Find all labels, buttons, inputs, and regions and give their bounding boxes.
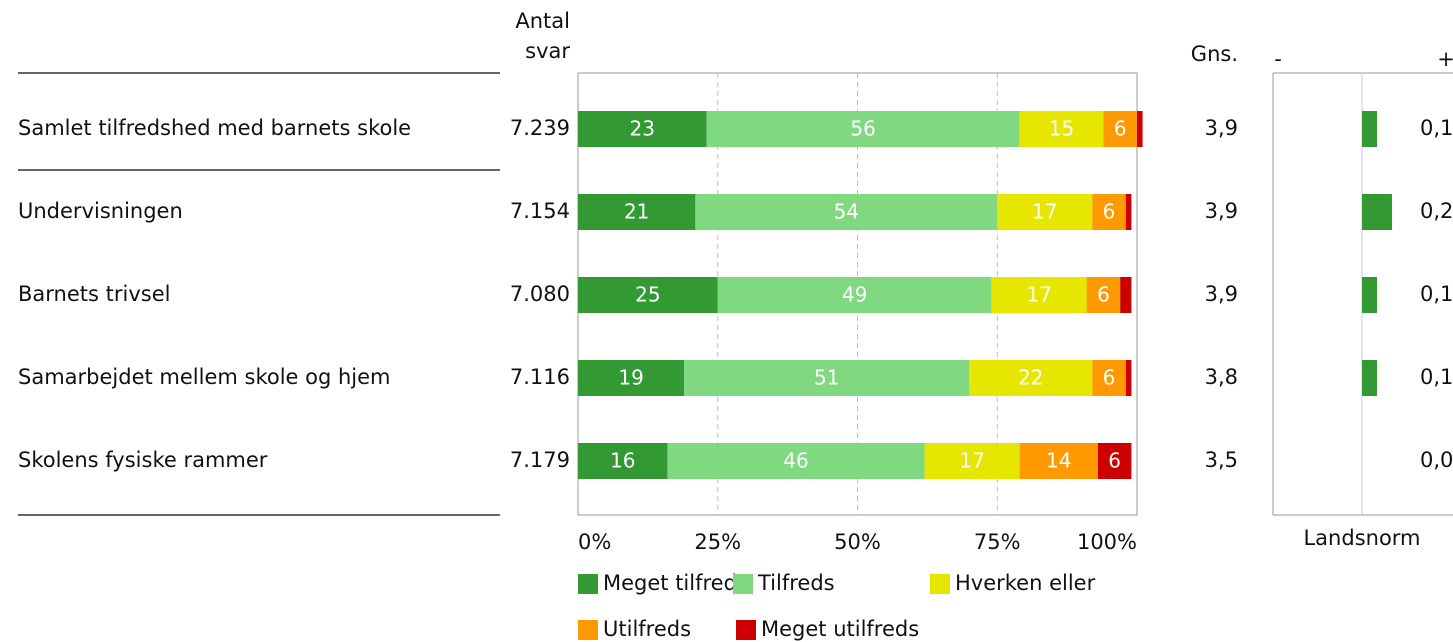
bar-segment bbox=[1019, 111, 1104, 147]
bar-segment bbox=[684, 360, 970, 396]
legend-swatch bbox=[930, 574, 950, 594]
x-tick-label: + bbox=[1437, 47, 1453, 71]
x-tick-label: 0% bbox=[578, 530, 611, 554]
column-header: Antal svar bbox=[515, 9, 570, 63]
category-label: Barnets trivsel bbox=[18, 282, 170, 306]
legend-label: Hverken eller bbox=[955, 571, 1096, 595]
legend-label: Tilfreds bbox=[757, 571, 835, 595]
column-header: Gns. bbox=[1191, 42, 1238, 66]
bar-segment bbox=[1097, 443, 1132, 479]
bar-segment bbox=[991, 277, 1087, 313]
mean-label: 3,5 bbox=[1205, 448, 1238, 472]
bar-value-label: 51 bbox=[814, 366, 839, 390]
bar-value-label: 14 bbox=[1046, 449, 1071, 473]
bar-value-label: 17 bbox=[959, 449, 984, 473]
x-tick-label: 50% bbox=[834, 530, 881, 554]
bar bbox=[1362, 360, 1377, 396]
x-tick-label: 100% bbox=[1077, 530, 1137, 554]
x-tick-label: 75% bbox=[974, 530, 1021, 554]
bar-value-label: 21 bbox=[624, 200, 649, 224]
bar-value-label: 0,0 bbox=[1420, 448, 1453, 472]
bar-segment bbox=[1125, 194, 1132, 230]
bar-value-label: 23 bbox=[630, 117, 655, 141]
x-tick-label: - bbox=[1274, 47, 1282, 71]
bar bbox=[1362, 194, 1392, 230]
bar-segment bbox=[578, 111, 707, 147]
bar-segment bbox=[578, 194, 696, 230]
bar-segment bbox=[969, 360, 1093, 396]
category-label: Skolens fysiske rammer bbox=[18, 448, 268, 472]
bar-segment bbox=[1092, 194, 1126, 230]
mean-label: 3,9 bbox=[1205, 199, 1238, 223]
bar-value-label: 6 bbox=[1097, 283, 1110, 307]
legend-label: Meget utilfreds bbox=[761, 617, 919, 641]
bar-segment bbox=[1125, 360, 1132, 396]
x-tick-label: 25% bbox=[694, 530, 741, 554]
category-label: Undervisningen bbox=[18, 199, 183, 223]
bar-segment bbox=[695, 194, 998, 230]
bar-segment bbox=[578, 277, 718, 313]
bar-value-label: 56 bbox=[850, 117, 875, 141]
bar-segment bbox=[578, 360, 685, 396]
bar-value-label: 46 bbox=[783, 449, 808, 473]
mean-label: 3,8 bbox=[1205, 365, 1238, 389]
count-label: 7.154 bbox=[510, 199, 570, 223]
bar-value-label: 0,1 bbox=[1420, 116, 1453, 140]
mean-label: 3,9 bbox=[1205, 282, 1238, 306]
bar bbox=[1362, 277, 1377, 313]
count-label: 7.239 bbox=[510, 116, 570, 140]
legend-swatch bbox=[578, 620, 598, 640]
count-label: 7.080 bbox=[510, 282, 570, 306]
bar-value-label: 0,2 bbox=[1420, 199, 1453, 223]
bar-segment bbox=[924, 443, 1020, 479]
bar-value-label: 0,1 bbox=[1420, 365, 1453, 389]
count-label: 7.179 bbox=[510, 448, 570, 472]
bar-value-label: 0,1 bbox=[1420, 282, 1453, 306]
bar-segment bbox=[717, 277, 992, 313]
bar-segment bbox=[667, 443, 925, 479]
bar-value-label: 6 bbox=[1103, 200, 1116, 224]
bar-value-label: 49 bbox=[842, 283, 867, 307]
count-label: 7.116 bbox=[510, 365, 570, 389]
bar-value-label: 17 bbox=[1026, 283, 1051, 307]
bar-value-label: 6 bbox=[1114, 117, 1127, 141]
legend-swatch bbox=[736, 620, 756, 640]
bar-segment bbox=[1092, 360, 1126, 396]
bar-segment bbox=[578, 443, 668, 479]
legend-swatch bbox=[733, 574, 753, 594]
bar-segment bbox=[1019, 443, 1098, 479]
bar-value-label: 54 bbox=[834, 200, 859, 224]
bar-value-label: 22 bbox=[1018, 366, 1043, 390]
bar-value-label: 16 bbox=[610, 449, 635, 473]
category-label: Samlet tilfredshed med barnets skole bbox=[18, 116, 411, 140]
category-label: Samarbejdet mellem skole og hjem bbox=[18, 365, 391, 389]
mean-label: 3,9 bbox=[1205, 116, 1238, 140]
bar-value-label: 25 bbox=[635, 283, 660, 307]
bar-value-label: 19 bbox=[618, 366, 643, 390]
bar-segment bbox=[1137, 111, 1143, 147]
bar-segment bbox=[1086, 277, 1121, 313]
legend-swatch bbox=[578, 574, 598, 594]
bar bbox=[1362, 111, 1377, 147]
bar-value-label: 6 bbox=[1108, 449, 1121, 473]
legend-label: Meget tilfreds bbox=[603, 571, 748, 595]
legend-label: Utilfreds bbox=[603, 617, 691, 641]
bar-segment bbox=[706, 111, 1020, 147]
bar-value-label: 17 bbox=[1032, 200, 1057, 224]
x-axis-label: Landsnorm bbox=[1303, 526, 1420, 550]
bar-segment bbox=[997, 194, 1093, 230]
bar-value-label: 6 bbox=[1103, 366, 1116, 390]
bar-segment bbox=[1120, 277, 1132, 313]
bar-segment bbox=[1103, 111, 1137, 147]
bar-value-label: 15 bbox=[1049, 117, 1074, 141]
